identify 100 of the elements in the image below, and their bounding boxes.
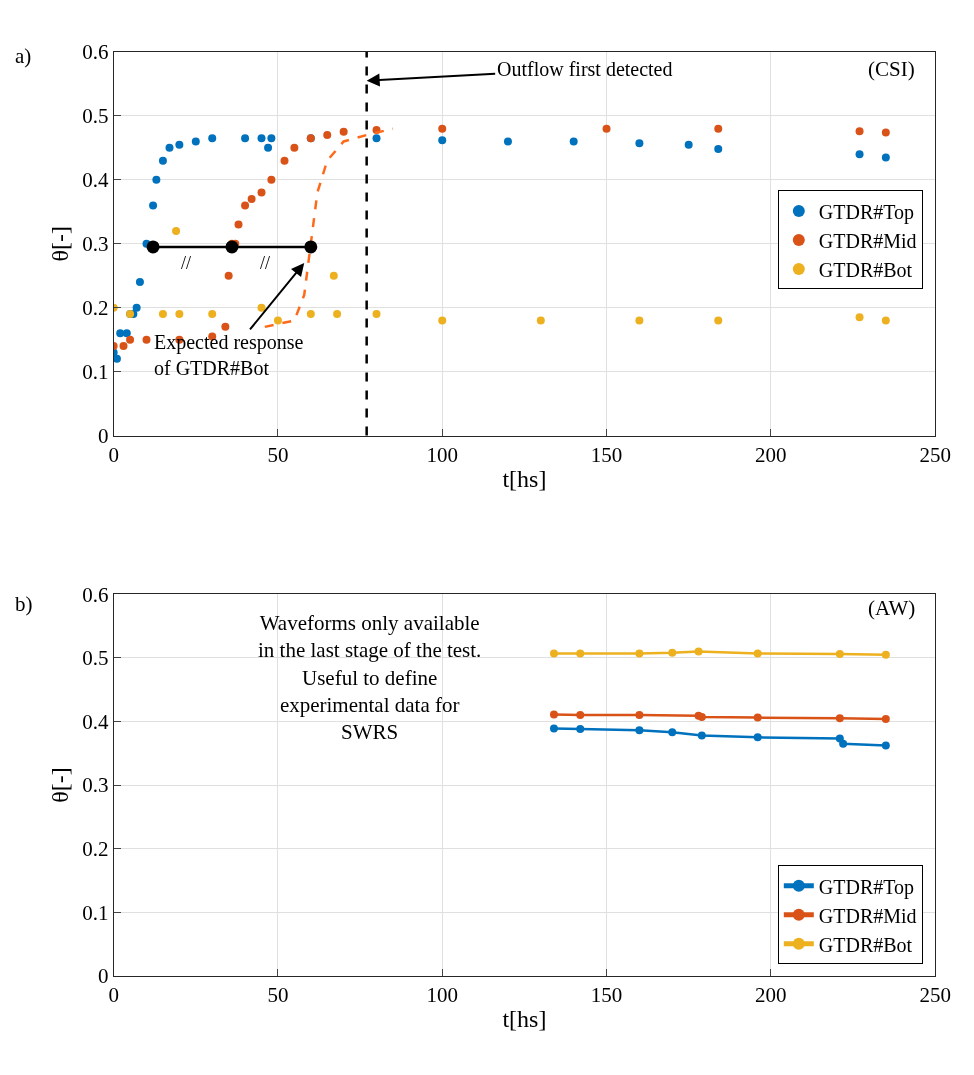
point	[569, 137, 578, 146]
y-tick-label: 0	[97, 423, 109, 448]
point	[208, 134, 217, 143]
point	[549, 724, 558, 733]
point	[549, 710, 558, 719]
point	[602, 124, 611, 133]
point	[881, 741, 890, 750]
y-tick-label: 0	[97, 964, 109, 989]
point	[503, 137, 512, 146]
point	[152, 175, 161, 184]
x-tick-label: 150	[590, 982, 623, 1007]
point	[855, 127, 864, 136]
point	[323, 131, 332, 140]
point	[881, 316, 890, 325]
x-tick-label: 50	[267, 982, 289, 1007]
y-tick-label: 0.6	[82, 582, 109, 607]
x-tick-label: 200	[755, 982, 787, 1007]
point	[576, 725, 585, 734]
y-tick-label: 0.1	[82, 359, 109, 384]
annotation: (AW)	[868, 596, 916, 620]
point	[225, 240, 239, 254]
point	[165, 143, 174, 152]
point	[175, 140, 184, 149]
point	[175, 310, 184, 319]
point	[146, 240, 160, 254]
point	[273, 316, 282, 325]
point	[438, 136, 447, 145]
point	[855, 150, 864, 159]
point	[576, 649, 585, 658]
y-tick-label: 0.2	[82, 296, 109, 321]
y-tick-label: 0.4	[82, 709, 109, 734]
y-tick-label: 0.4	[82, 168, 109, 193]
point	[635, 316, 644, 325]
point	[290, 143, 299, 152]
point	[372, 310, 381, 319]
annotation: (CSI)	[868, 57, 915, 81]
point	[753, 733, 762, 742]
point	[549, 649, 558, 658]
annotation: Waveforms only available in the last stage of the test. Useful to define experimental data for SWRS	[258, 611, 482, 745]
point	[158, 156, 167, 165]
y-tick-label: 0.3	[82, 232, 109, 257]
x-tick-label: 100	[426, 442, 458, 467]
point	[329, 271, 338, 280]
point	[257, 188, 266, 197]
point	[257, 303, 266, 312]
point	[855, 313, 864, 322]
point	[247, 194, 256, 203]
legend-label: GTDR#Top	[818, 200, 915, 224]
x-axis-title: t[hs]	[502, 1006, 547, 1033]
point	[116, 329, 125, 338]
point	[264, 143, 273, 152]
point	[714, 145, 723, 154]
point	[372, 134, 381, 143]
point	[122, 329, 131, 338]
x-tick-label: 50	[267, 442, 289, 467]
x-tick-label: 150	[590, 442, 623, 467]
y-tick-label: 0.2	[82, 836, 109, 861]
x-tick-label: 250	[919, 442, 951, 467]
point	[149, 201, 158, 210]
point	[835, 714, 844, 723]
point	[119, 342, 128, 351]
point	[684, 140, 693, 149]
y-tick-label: 0.5	[82, 104, 109, 129]
y-tick-label: 0.1	[82, 900, 109, 925]
text: a)	[15, 44, 32, 68]
y-axis-title: θ[-]	[47, 226, 74, 262]
y-tick-label: 0.5	[82, 646, 109, 671]
legend-label: GTDR#Bot	[818, 258, 913, 281]
point	[221, 322, 230, 331]
point	[835, 650, 844, 659]
legend-label: GTDR#Top	[818, 875, 915, 899]
point	[536, 316, 545, 325]
point	[142, 335, 151, 344]
legend-label: GTDR#Mid	[818, 229, 917, 252]
point	[753, 649, 762, 658]
point	[208, 310, 217, 319]
point	[635, 139, 644, 148]
point	[714, 124, 723, 133]
point	[635, 726, 644, 735]
point	[668, 648, 677, 657]
point	[224, 271, 233, 280]
point	[267, 175, 276, 184]
x-tick-label: 100	[426, 982, 458, 1007]
y-tick-label: 0.6	[82, 40, 109, 65]
point	[304, 240, 318, 254]
point	[257, 134, 266, 143]
annotation: //	[260, 253, 271, 273]
point	[191, 137, 200, 146]
point	[714, 316, 723, 325]
point	[306, 310, 315, 319]
point	[839, 739, 848, 748]
annotation: Outflow first detected	[497, 58, 673, 80]
point	[280, 156, 289, 165]
point	[132, 303, 141, 312]
text: b)	[15, 592, 33, 616]
point	[241, 134, 250, 143]
point	[635, 711, 644, 720]
x-axis-title: t[hs]	[502, 466, 547, 493]
point	[158, 310, 167, 319]
point	[697, 731, 706, 740]
